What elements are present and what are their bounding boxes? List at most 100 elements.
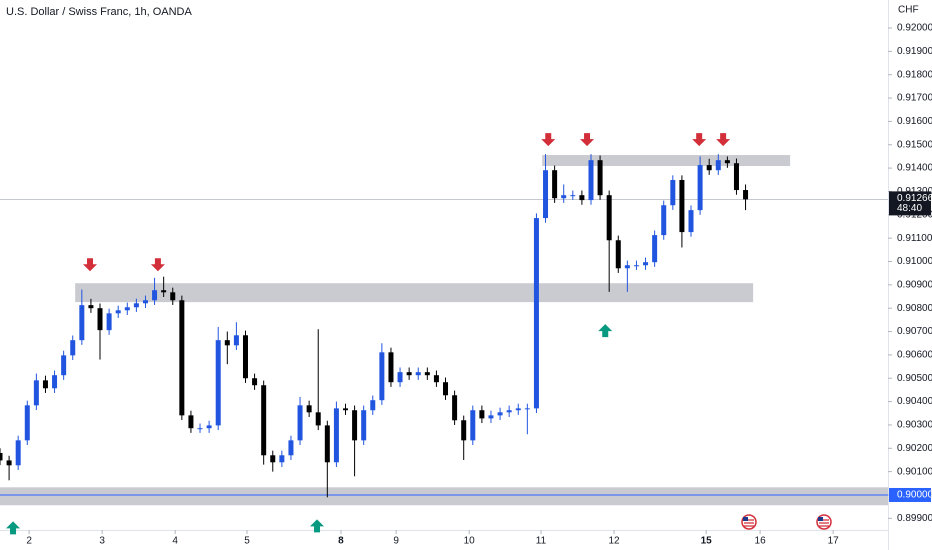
candle-body [215,340,221,426]
candle-body [6,460,12,466]
x-tick-label: 11 [536,536,547,547]
x-tick-label: 16 [755,536,767,547]
candle-body [706,165,712,171]
candle-body [52,375,58,389]
x-tick-label: 17 [828,536,840,547]
y-tick-label: 0.90100 [897,466,932,477]
x-tick-label: 15 [701,536,713,547]
candle-body [179,300,185,416]
candle-body [152,290,158,301]
candle-body [388,352,394,383]
y-tick-label: 0.91000 [897,256,932,267]
candle-body [724,160,730,164]
candle-body [24,405,30,441]
y-tick-label: 0.90700 [897,326,932,337]
x-tick-label: 4 [172,536,178,547]
plot-area [0,154,888,506]
candle-body [524,408,530,410]
candle-body [588,160,594,201]
candle-body [242,335,248,379]
y-tick-label: 0.90200 [897,443,932,454]
candle-body [652,235,658,263]
y-tick-label: 0.91700 [897,93,932,104]
candle-body [306,405,312,413]
candle-body [379,352,385,401]
candle-body [161,290,167,293]
candle-body [397,372,403,383]
candle-body [733,163,739,191]
y-tick-label: 0.91800 [897,69,932,80]
candle-body [188,415,194,429]
candle-body [661,205,667,236]
candle-body [479,410,485,419]
candle-body [443,382,449,396]
candle-body [515,408,521,411]
candle-body [697,165,703,211]
y-tick-label: 0.90500 [897,373,932,384]
candle-body [70,340,76,356]
candle-body [170,292,176,301]
candle-body [433,375,439,383]
candle-body [497,412,503,416]
y-tick-label: 0.90300 [897,420,932,431]
candle-body [597,160,603,196]
candle-body [570,195,576,197]
candle-body [279,455,285,463]
candle-body [297,405,303,441]
candle-body [79,305,85,341]
event-icon [741,514,757,530]
candle-body [488,415,494,419]
y-tick-label: 0.90400 [897,396,932,407]
x-tick-label: 3 [99,536,105,547]
candle-body [533,218,539,409]
candle-body [224,340,230,346]
candle-body [615,240,621,269]
zone [0,487,888,506]
candle-body [133,303,139,308]
candle-body [124,307,130,311]
y-tick-label: 0.91500 [897,139,932,150]
hline-label: 0.90000 [897,490,932,501]
candle-body [506,410,512,413]
x-tick-label: 2 [26,536,32,547]
candle-body [261,385,267,456]
candle-body [197,428,203,430]
candle-body [333,408,339,463]
x-tick-label: 8 [338,536,344,547]
zone [75,283,754,303]
candle-body [633,265,639,267]
candle-body [142,300,148,304]
candle-body [715,160,721,171]
candle-body [343,408,349,411]
y-tick-label: 0.91400 [897,163,932,174]
y-tick-label: 0.90800 [897,303,932,314]
candle-body [0,452,3,461]
chart-title: U.S. Dollar / Swiss Franc, 1h, OANDA [6,6,192,18]
candle-body [252,378,258,386]
last-price-label: 0.91266 [897,193,932,204]
candle-body [679,180,685,233]
arrow-down [692,133,707,147]
y-tick-label: 0.90600 [897,350,932,361]
arrow-down [150,258,165,272]
candle-body [115,310,121,314]
candle-body [561,195,567,199]
candle-body [106,313,112,331]
x-tick-label: 10 [464,536,476,547]
x-tick-label: 9 [393,536,399,547]
candle-body [424,372,430,376]
y-axis-label: CHF [898,5,919,16]
candle-body [15,440,21,466]
y-tick-label: 0.90900 [897,279,932,290]
candle-body [670,180,676,206]
candle-body [42,380,48,389]
candle-body [470,410,476,441]
candle-body [33,380,39,406]
y-tick-label: 0.91600 [897,116,932,127]
zone [542,155,791,167]
candle-body [233,335,239,346]
arrow-down [83,258,98,272]
hline-label-box [889,487,931,502]
candle-body [315,412,321,426]
candle-body [352,410,358,441]
